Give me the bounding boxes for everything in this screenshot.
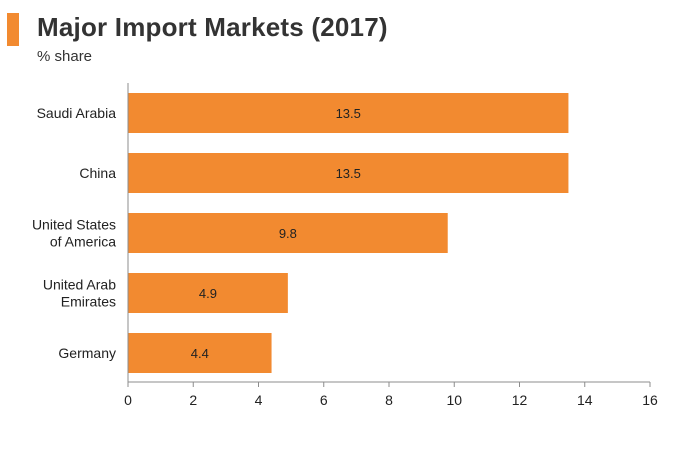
bar-4: [128, 273, 288, 313]
x-tick-label: 16: [642, 392, 658, 408]
category-label-5: Germany: [58, 345, 116, 361]
data-label-1: 13.5: [336, 106, 361, 121]
bar-5: [128, 333, 272, 373]
bar-2: [128, 153, 569, 193]
category-label-line: Saudi Arabia: [37, 105, 117, 121]
category-label-line: China: [79, 165, 116, 181]
bars-layer: [128, 93, 569, 373]
x-tick-label: 8: [385, 392, 393, 408]
category-label-line: United Arab: [43, 277, 116, 293]
x-tick-label: 10: [446, 392, 462, 408]
bar-1: [128, 93, 569, 133]
labels-layer: 13.5 Saudi Arabia 13.5 China 9.8 United State…: [32, 105, 361, 361]
x-tick-label: 2: [189, 392, 197, 408]
category-label-2: China: [79, 165, 116, 181]
category-label-line: United States: [32, 217, 116, 233]
x-tick-label: 14: [577, 392, 593, 408]
category-label-line: Emirates: [61, 294, 116, 310]
data-label-3: 9.8: [279, 226, 297, 241]
bar-3: [128, 213, 448, 253]
chart-title: Major Import Markets (2017): [37, 12, 388, 42]
data-label-2: 13.5: [336, 166, 361, 181]
category-label-line: of America: [50, 234, 116, 250]
x-tick-label: 12: [512, 392, 528, 408]
x-tick-label: 0: [124, 392, 132, 408]
data-label-5: 4.4: [191, 346, 209, 361]
x-tick-label: 4: [255, 392, 263, 408]
axis-layer: 0 2 4 6 8 10 12 14 16: [124, 83, 658, 408]
category-label-line: Germany: [58, 345, 116, 361]
title-accent-bar: [7, 13, 19, 46]
x-tick-label: 6: [320, 392, 328, 408]
category-label-4: United Arab Emirates: [43, 277, 116, 310]
data-label-4: 4.9: [199, 286, 217, 301]
chart-subtitle: % share: [37, 48, 93, 65]
category-label-3: United States of America: [32, 217, 116, 250]
category-label-1: Saudi Arabia: [37, 105, 117, 121]
